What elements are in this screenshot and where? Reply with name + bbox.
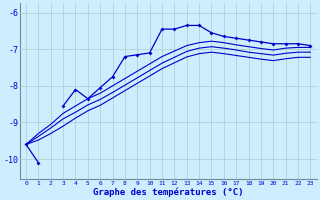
X-axis label: Graphe des températures (°C): Graphe des températures (°C) — [93, 187, 244, 197]
